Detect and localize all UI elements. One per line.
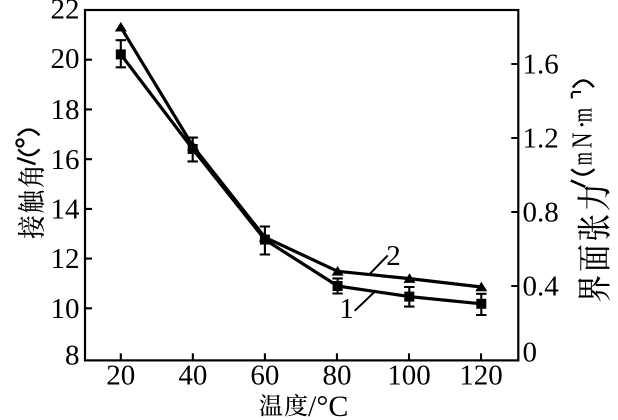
svg-text:/°C: /°C [308, 390, 348, 420]
svg-text:0.8: 0.8 [523, 197, 559, 229]
svg-text:·: · [567, 120, 599, 130]
svg-text:12: 12 [51, 243, 80, 275]
svg-text:1.6: 1.6 [523, 49, 559, 81]
svg-text:N: N [565, 132, 598, 148]
svg-text:m: m [567, 152, 599, 165]
svg-text:20: 20 [106, 360, 135, 392]
svg-text:1.2: 1.2 [523, 123, 559, 155]
svg-text:20: 20 [51, 43, 80, 75]
svg-text:2: 2 [386, 240, 401, 272]
svg-text:m: m [566, 108, 598, 122]
svg-text:100: 100 [387, 360, 431, 392]
svg-text:14: 14 [51, 194, 81, 226]
svg-text:120: 120 [459, 360, 503, 392]
svg-text:18: 18 [51, 94, 80, 126]
svg-text:8: 8 [65, 340, 80, 372]
svg-text:60: 60 [250, 360, 279, 392]
svg-text:10: 10 [51, 293, 80, 325]
svg-text:40: 40 [178, 360, 207, 392]
svg-text:16: 16 [51, 144, 80, 176]
svg-text:1: 1 [339, 293, 354, 325]
svg-text:80: 80 [322, 360, 351, 392]
svg-text:0.4: 0.4 [523, 271, 560, 303]
svg-text:0: 0 [523, 337, 538, 369]
svg-text:22: 22 [51, 0, 80, 26]
